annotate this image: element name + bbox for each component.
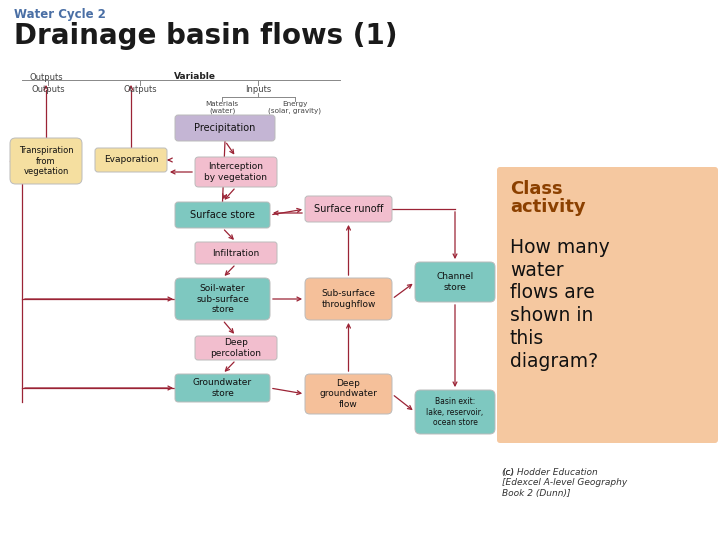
Text: Evaporation: Evaporation: [104, 156, 158, 165]
Text: Interception
by vegetation: Interception by vegetation: [204, 163, 268, 181]
FancyBboxPatch shape: [415, 390, 495, 434]
Text: Outputs: Outputs: [123, 85, 157, 94]
FancyBboxPatch shape: [195, 336, 277, 360]
Text: Groundwater
store: Groundwater store: [193, 379, 252, 397]
Text: Water Cycle 2: Water Cycle 2: [14, 8, 106, 21]
Text: Variable: Variable: [174, 72, 216, 81]
Text: Infiltration: Infiltration: [212, 248, 260, 258]
Text: Sub-surface
throughflow: Sub-surface throughflow: [321, 289, 376, 309]
Text: Deep
groundwater
flow: Deep groundwater flow: [320, 379, 377, 409]
Text: Outputs: Outputs: [31, 85, 65, 94]
Text: Surface store: Surface store: [190, 210, 255, 220]
Text: Precipitation: Precipitation: [194, 123, 256, 133]
Text: Energy
(solar, gravity): Energy (solar, gravity): [269, 101, 322, 114]
Text: Outputs: Outputs: [30, 73, 63, 82]
Text: Basin exit:
lake, reservoir,
ocean store: Basin exit: lake, reservoir, ocean store: [426, 397, 484, 427]
FancyBboxPatch shape: [195, 242, 277, 264]
Text: Materials
(water): Materials (water): [205, 101, 238, 114]
FancyBboxPatch shape: [497, 167, 718, 443]
Text: How many
water
flows are
shown in
this
diagram?: How many water flows are shown in this d…: [510, 238, 610, 371]
Text: (c): (c): [502, 468, 514, 477]
FancyBboxPatch shape: [305, 278, 392, 320]
Text: Inputs: Inputs: [245, 85, 271, 94]
Text: Deep
percolation: Deep percolation: [210, 338, 261, 357]
FancyBboxPatch shape: [175, 202, 270, 228]
FancyBboxPatch shape: [415, 262, 495, 302]
Text: Transpiration
from
vegetation: Transpiration from vegetation: [19, 146, 73, 176]
FancyBboxPatch shape: [175, 115, 275, 141]
FancyBboxPatch shape: [305, 374, 392, 414]
Text: Channel
store: Channel store: [436, 272, 474, 292]
FancyBboxPatch shape: [175, 374, 270, 402]
FancyBboxPatch shape: [195, 157, 277, 187]
FancyBboxPatch shape: [10, 138, 82, 184]
Text: Drainage basin flows (1): Drainage basin flows (1): [14, 22, 397, 50]
Text: Class
activity: Class activity: [510, 180, 585, 216]
Text: Soil-water
sub-surface
store: Soil-water sub-surface store: [196, 284, 249, 314]
Text: Surface runoff: Surface runoff: [314, 204, 383, 214]
Text: (c) Hodder Education
[Edexcel A-level Geography
Book 2 (Dunn)]: (c) Hodder Education [Edexcel A-level Ge…: [502, 468, 627, 498]
FancyBboxPatch shape: [95, 148, 167, 172]
FancyBboxPatch shape: [175, 278, 270, 320]
FancyBboxPatch shape: [305, 196, 392, 222]
